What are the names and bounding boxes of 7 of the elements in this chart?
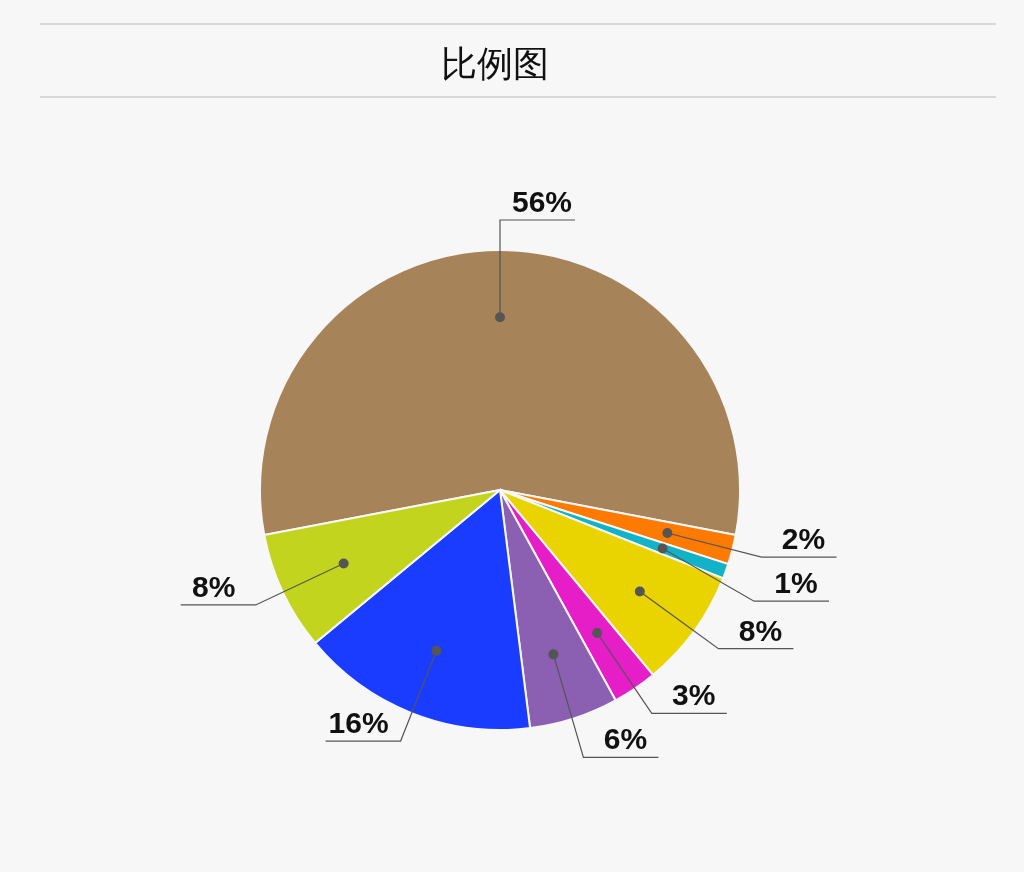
data-label: 16% bbox=[328, 706, 389, 740]
data-label: 8% bbox=[738, 613, 783, 647]
data-label: 8% bbox=[192, 569, 236, 603]
data-label: 3% bbox=[672, 678, 716, 712]
data-label: 56% bbox=[511, 185, 573, 218]
title: 比例图 bbox=[441, 43, 549, 84]
data-label: 6% bbox=[603, 722, 648, 756]
